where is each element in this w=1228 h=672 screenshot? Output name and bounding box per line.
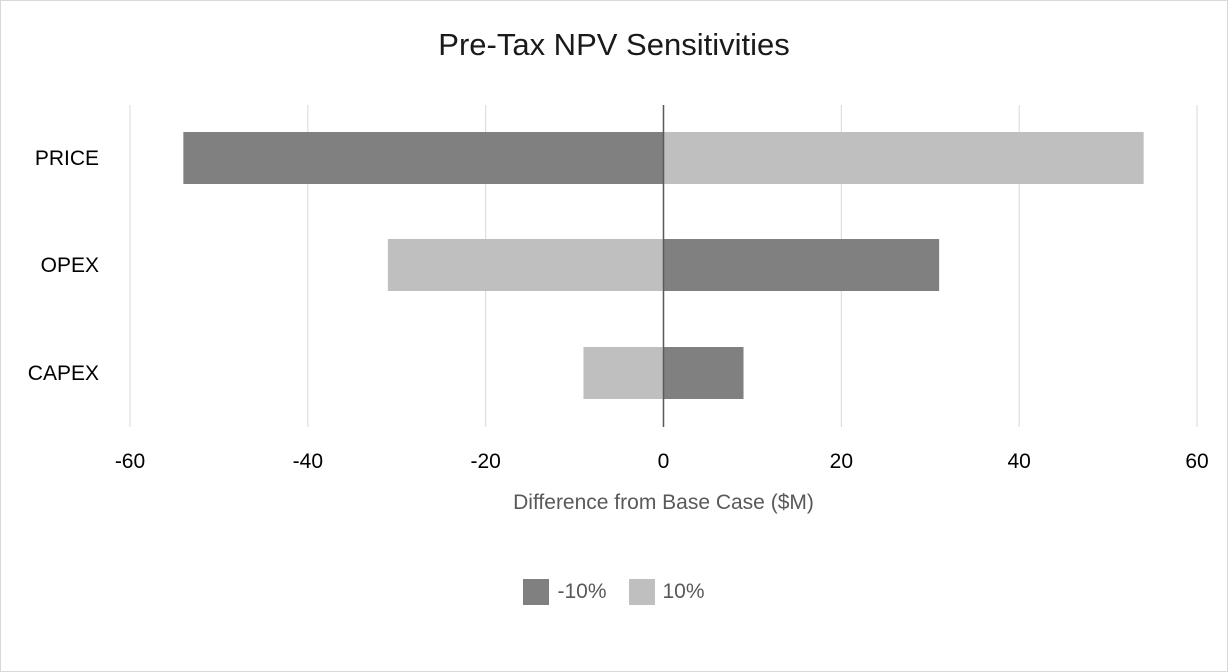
legend-swatch-minus-10 [523, 579, 550, 605]
x-tick-label: -60 [115, 450, 145, 473]
category-label: OPEX [41, 254, 99, 277]
bar-opex-series-1 [387, 239, 664, 291]
legend-label-minus-10: -10% [557, 580, 607, 603]
x-tick-labels: -60 -40 -20 0 20 40 60 [115, 450, 1209, 473]
x-tick-label: 40 [1007, 450, 1030, 473]
x-tick-label: 20 [830, 450, 853, 473]
category-label: CAPEX [28, 362, 99, 385]
x-tick-label: 60 [1185, 450, 1208, 473]
legend: -10% 10% [1, 579, 1227, 605]
legend-swatch-plus-10 [628, 579, 655, 605]
bars [183, 132, 1144, 399]
x-axis-title: Difference from Base Case ($M) [513, 491, 814, 514]
bar-opex-series-0 [663, 239, 940, 291]
legend-item-plus-10: 10% [628, 579, 705, 605]
category-label: PRICE [35, 147, 99, 170]
bar-capex-series-0 [663, 347, 744, 399]
x-tick-label: -20 [470, 450, 500, 473]
x-tick-label: 0 [658, 450, 670, 473]
chart-title: Pre-Tax NPV Sensitivities [438, 27, 790, 62]
legend-item-minus-10: -10% [523, 579, 607, 605]
category-labels: PRICE OPEX CAPEX [28, 147, 99, 385]
legend-label-plus-10: 10% [662, 580, 705, 603]
bar-capex-series-1 [583, 347, 664, 399]
bar-price-series-0 [183, 132, 664, 184]
bar-price-series-1 [663, 132, 1144, 184]
x-tick-label: -40 [293, 450, 323, 473]
